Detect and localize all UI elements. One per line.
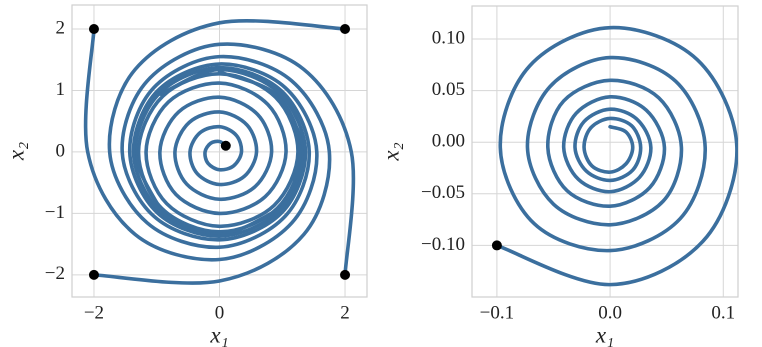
x-tick-label: −0.1 bbox=[480, 302, 514, 323]
start-point bbox=[491, 240, 502, 251]
trajectory bbox=[120, 42, 356, 277]
y-tick-label: 0.10 bbox=[432, 27, 465, 48]
x-tick-label: 0 bbox=[215, 302, 225, 323]
start-point bbox=[220, 140, 231, 151]
x-tick-label: 0.1 bbox=[711, 302, 735, 323]
y-tick-label: −2 bbox=[45, 263, 65, 284]
trajectory bbox=[136, 70, 303, 234]
trajectory bbox=[83, 27, 319, 262]
y-tick-label: 1 bbox=[56, 79, 66, 100]
y-tick-label: 2 bbox=[56, 17, 66, 38]
trajectory bbox=[495, 25, 738, 287]
x-tick-label: −2 bbox=[84, 302, 104, 323]
x-axis-label: x₁ bbox=[595, 322, 614, 347]
start-point bbox=[340, 269, 351, 280]
x-tick-label: 0.0 bbox=[598, 302, 622, 323]
y-tick-label: −1 bbox=[45, 202, 65, 223]
y-axis-label: x₂ bbox=[3, 142, 28, 161]
y-tick-label: −0.05 bbox=[421, 182, 465, 203]
trajectory bbox=[92, 54, 332, 285]
y-tick-label: 0 bbox=[56, 140, 66, 161]
start-point bbox=[88, 269, 99, 280]
y-axis-label: x₂ bbox=[378, 142, 403, 161]
axes-frame bbox=[71, 4, 368, 298]
start-point bbox=[88, 23, 99, 34]
x-tick-label: 2 bbox=[340, 302, 350, 323]
x-axis-label: x₁ bbox=[209, 322, 228, 347]
y-tick-label: −0.10 bbox=[421, 234, 465, 255]
y-tick-label: 0.00 bbox=[432, 131, 465, 152]
y-tick-label: 0.05 bbox=[432, 79, 465, 100]
start-point bbox=[340, 23, 351, 34]
